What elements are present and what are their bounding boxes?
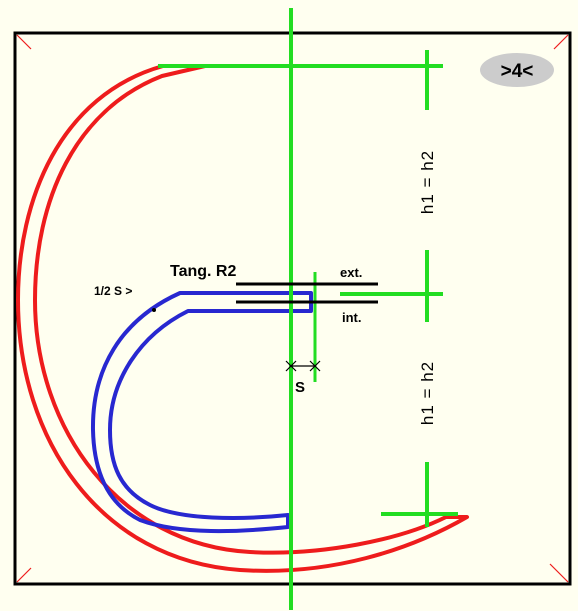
s-label: S (295, 379, 305, 396)
badge-label: >4< (501, 61, 534, 82)
lower-dimension-label: h1 = h2 (418, 361, 437, 425)
badge-background (480, 53, 554, 87)
s-marker (285, 360, 321, 372)
corner-mark-bottom-right (549, 563, 569, 583)
corner-marks (16, 34, 569, 583)
corner-mark-top-left (16, 34, 32, 50)
tang-r2-label: Tang. R2 (170, 263, 236, 280)
inner-curve-dot (152, 308, 156, 312)
int-label: int. (342, 310, 362, 325)
tangent-lines (236, 282, 378, 304)
outer-curve-outline (16, 64, 469, 573)
guide-lines (158, 8, 458, 610)
corner-mark-bottom-left (16, 567, 32, 583)
ext-label: ext. (340, 265, 362, 280)
corner-mark-top-right (553, 34, 569, 50)
inner-curve-outline (90, 291, 313, 534)
half-s-label: 1/2 S > (94, 284, 132, 298)
upper-dimension-label: h1 = h2 (418, 150, 437, 214)
